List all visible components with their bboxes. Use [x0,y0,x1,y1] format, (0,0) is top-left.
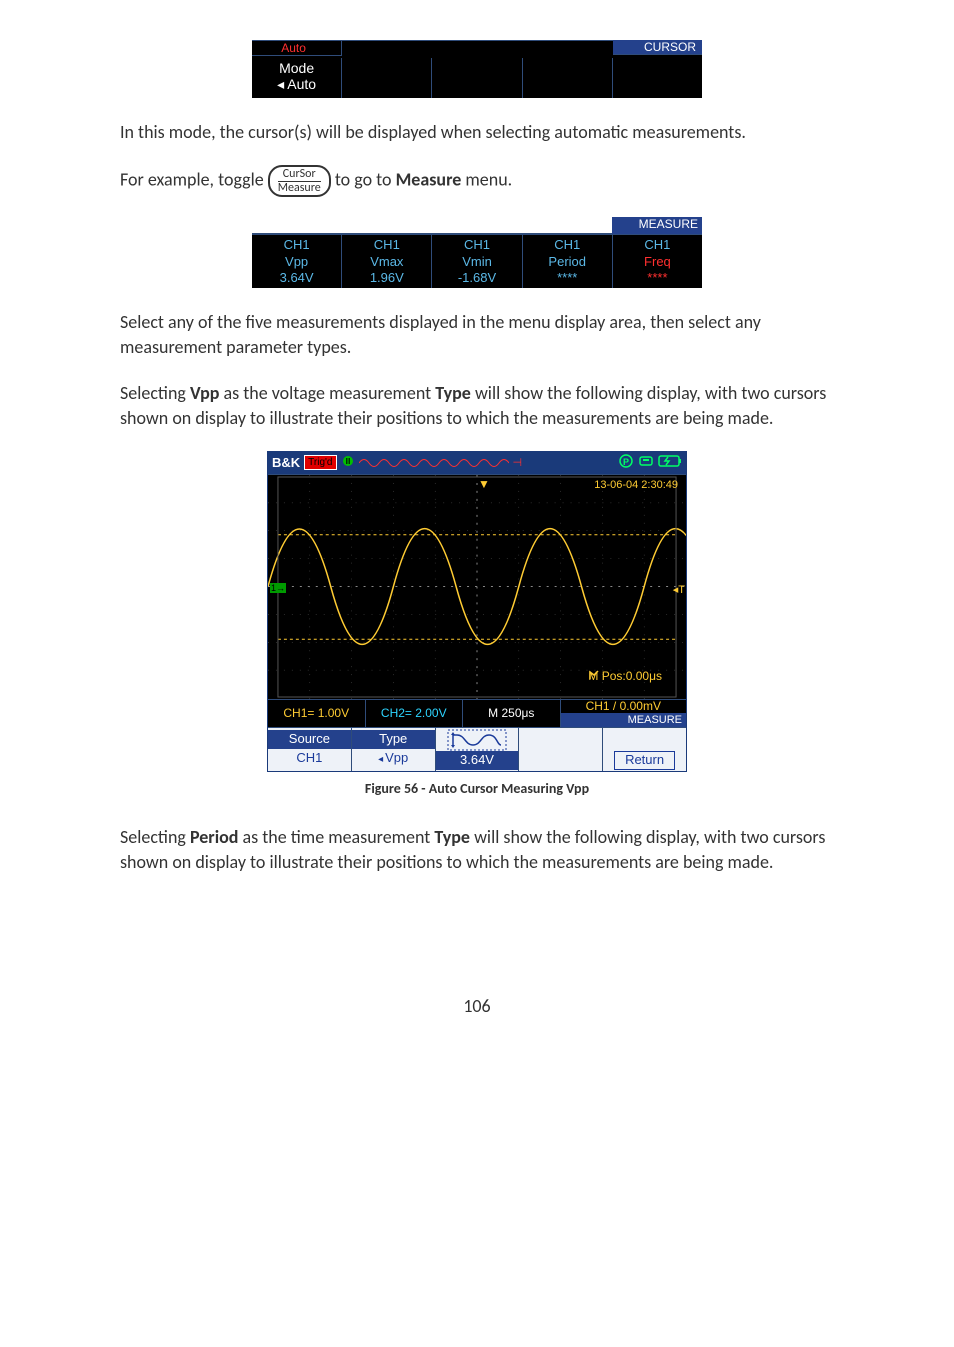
auto-top-cell: Auto [252,40,342,56]
measure-title-bar: MEASURE [561,713,686,727]
page-number: 106 [120,995,834,1017]
trigd-badge: Trig'd [304,455,336,470]
timebase: M 250μs [463,700,561,727]
scope-timestamp: 13-06-04 2:30:49 [594,479,678,491]
top-waveform-icon [359,456,509,470]
measure-cell-2: CH1Vmin-1.68V [432,235,522,288]
cursor-mode-strip: Auto CURSOR Mode ◂ Auto [252,40,702,98]
scope-mpos: M Pos:0.00μs [588,669,662,683]
usb-icon [638,454,654,471]
scope-screenshot: B&K Trig'd ⊣ P [267,451,687,772]
svg-text:P: P [623,457,629,467]
measure-strip: MEASURE CH1Vpp3.64VCH1Vmax1.96VCH1Vmin-1… [252,217,702,288]
battery-icon [658,454,682,471]
paragraph-1: In this mode, the cursor(s) will be disp… [120,120,834,145]
scope-top-bar: B&K Trig'd ⊣ P [268,452,686,474]
menu-vpp-icon-cell: 3.64V [436,728,520,771]
measure-cell-0: CH1Vpp3.64V [252,235,342,288]
ch1-indicator: 1→ [270,583,286,593]
p-icon: P [618,454,634,471]
cursor-arrow-icon: ▼ [478,477,490,491]
measure-cell-3: CH1Period**** [523,235,613,288]
cursor-measure-button[interactable]: CurSor Measure [268,165,331,197]
ch1-scale: CH1= 1.00V [268,700,366,727]
paragraph-4: Selecting Vpp as the voltage measurement… [120,381,834,431]
menu-return[interactable]: Return [603,728,686,771]
menu-empty [519,728,603,771]
paragraph-3: Select any of the five measurements disp… [120,310,834,360]
measure-cell-1: CH1Vmax1.96V [342,235,432,288]
scope-status-bar: CH1= 1.00V CH2= 2.00V M 250μs CH1 / 0.00… [268,699,686,727]
measure-cell-4: CH1Freq**** [613,235,702,288]
trigger-cell: CH1 / 0.00mV MEASURE [561,700,686,727]
paragraph-2: For example, toggle CurSor Measure to go… [120,165,834,197]
mode-label: Mode [252,60,341,76]
ch2-scale: CH2= 2.00V [366,700,464,727]
cursor-title: CURSOR [613,40,702,55]
stop-icon [341,452,355,473]
vpp-icon [447,729,507,751]
menu-vpp-value: 3.64V [436,751,519,770]
menu-type[interactable]: Type ◂Vpp [352,728,436,771]
paragraph-5: Selecting Period as the time measurement… [120,825,834,875]
figure-caption: Figure 56 - Auto Cursor Measuring Vpp [120,780,834,797]
mode-value: ◂ Auto [252,76,341,93]
trigger-level-icon: ◂T [673,583,685,596]
mode-cell: Mode ◂ Auto [252,58,342,98]
scope-plot-area: 13-06-04 2:30:49 ▼ 1→ ◂T M Pos:0.00μs [268,474,686,699]
scope-menu-bar: Source CH1 Type ◂Vpp 3.64V Return [268,727,686,771]
menu-source[interactable]: Source CH1 [268,728,352,771]
measure-title: MEASURE [612,217,702,235]
scope-logo: B&K [272,455,300,470]
